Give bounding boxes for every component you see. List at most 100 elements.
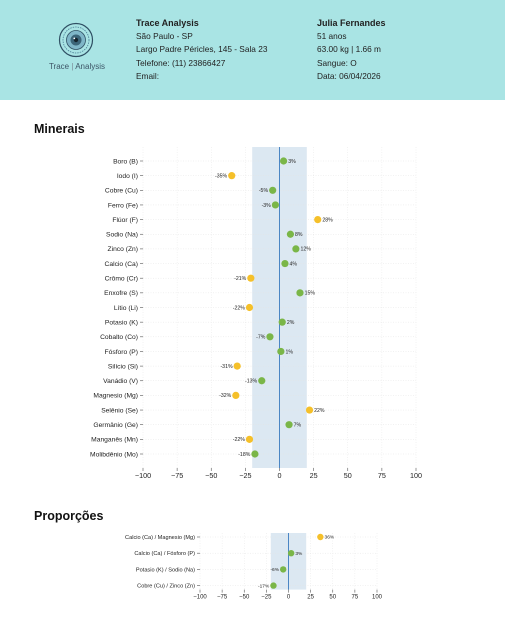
- x-tick-label: 25: [307, 595, 314, 601]
- category-label: Molibdênio (Mo): [90, 451, 138, 458]
- category-label: Enxofre (S): [104, 290, 138, 297]
- category-label: Magnesio (Mg): [93, 393, 138, 400]
- category-label: Manganês (Mn): [91, 437, 138, 444]
- report-date: Data: 06/04/2026: [317, 70, 381, 81]
- data-label: -18%: [238, 452, 250, 458]
- category-label: Iodo (I): [117, 173, 138, 180]
- x-tick-label: −25: [239, 471, 251, 480]
- data-label: 22%: [314, 408, 325, 414]
- data-point: [251, 450, 259, 458]
- data-label: -35%: [215, 173, 227, 179]
- category-label: Sodio (Na): [106, 232, 138, 239]
- x-tick-label: −100: [193, 595, 207, 601]
- logo-name: Trace: [48, 62, 70, 71]
- data-label: -6%: [270, 567, 279, 573]
- data-label: 2%: [287, 320, 295, 326]
- data-point: [271, 201, 280, 209]
- data-label: -13%: [245, 379, 257, 385]
- ratios-chart: Calcio (Ca) / Magnesio (Mg) Calcio (Ca) /…: [125, 533, 383, 601]
- lab-info: Trace Analysis São Paulo - SP Largo Padr…: [136, 17, 267, 83]
- x-tick-label: −75: [217, 595, 228, 601]
- x-tick-label: 100: [410, 471, 422, 480]
- eye-logo-icon: [58, 22, 94, 58]
- x-tick-label: 75: [378, 471, 386, 480]
- category-label: Germânio (Ge): [93, 422, 138, 429]
- category-label: Ferro (Fe): [108, 202, 138, 209]
- data-label: 7%: [294, 423, 302, 429]
- category-label: Silício (Si): [108, 363, 138, 370]
- lab-email: Email:: [136, 70, 160, 81]
- category-label: Crômo (Cr): [105, 276, 138, 283]
- data-point: [287, 550, 295, 557]
- data-label: 1%: [285, 349, 293, 355]
- x-tick-label: 50: [329, 595, 336, 601]
- category-label: Potasio (K): [105, 319, 138, 326]
- category-label: Fósforo (P): [105, 349, 138, 356]
- patient-blood: Sangue: O: [317, 57, 357, 68]
- x-tick-label: −50: [239, 595, 250, 601]
- data-point: [279, 157, 288, 165]
- category-label: Selênio (Se): [101, 407, 138, 414]
- data-label: -17%: [258, 583, 270, 589]
- patient-age: 51 anos: [317, 31, 347, 42]
- category-label: Vanádio (V): [103, 378, 138, 385]
- data-point: [317, 533, 324, 541]
- data-point: [281, 259, 289, 268]
- category-label: Zinco (Zn): [108, 246, 138, 253]
- x-tick-label: 50: [344, 471, 352, 480]
- patient-body: 63.00 kg | 1.66 m: [317, 44, 381, 55]
- x-tick-label: 100: [372, 595, 383, 601]
- data-label: 12%: [300, 247, 311, 253]
- data-point: [232, 391, 240, 399]
- data-point: [266, 333, 274, 341]
- data-point: [269, 186, 277, 194]
- data-point: [285, 421, 293, 429]
- data-label: 3%: [295, 551, 303, 557]
- logo-separator: |: [71, 62, 74, 71]
- data-label: -21%: [234, 276, 246, 282]
- data-point: [277, 347, 285, 356]
- category-label: Boro (B): [113, 158, 138, 165]
- lab-city: São Paulo - SP: [136, 31, 193, 42]
- data-label: 3%: [288, 159, 296, 165]
- category-label: Cobre (Cu) / Zinco (Zn): [137, 584, 195, 590]
- x-tick-label: −25: [261, 595, 272, 601]
- lab-phone: Telefone: (11) 23866427: [136, 57, 226, 68]
- category-label: Potasio (K) / Sodio (Na): [136, 567, 195, 573]
- report-header: Trace | Analysis Trace Analysis São Paul…: [0, 0, 505, 100]
- x-tick-label: −75: [171, 471, 183, 480]
- data-label: -5%: [259, 188, 269, 194]
- data-point: [292, 245, 300, 253]
- data-point: [278, 318, 286, 326]
- data-point: [314, 216, 322, 224]
- x-tick-label: 0: [278, 471, 282, 480]
- data-label: -31%: [220, 364, 232, 370]
- minerals-title: Minerais: [34, 122, 85, 136]
- x-tick-label: 75: [352, 595, 359, 601]
- category-label: Calcio (Ca) / Fósforo (P): [134, 551, 195, 557]
- lab-address: Largo Padre Péricles, 145 - Sala 23: [136, 44, 268, 55]
- category-label: Cobalto (Co): [100, 334, 138, 341]
- data-label: -32%: [219, 393, 231, 399]
- minerals-chart: Boro (B) Iodo (I) Cobre (Cu) Ferro (Fe) Flúo…: [90, 147, 422, 480]
- data-point: [286, 230, 295, 238]
- x-tick-label: 0: [287, 595, 291, 601]
- category-label: Calcio (Ca) / Magnesio (Mg): [125, 535, 195, 541]
- data-label: 36%: [325, 535, 335, 541]
- category-label: Lítio (Li): [114, 305, 138, 312]
- data-label: 4%: [290, 261, 298, 267]
- lab-name: Trace Analysis: [136, 18, 199, 28]
- data-point: [245, 435, 254, 443]
- data-label: 15%: [305, 291, 316, 297]
- category-label: Cobre (Cu): [105, 188, 138, 195]
- data-label: 28%: [322, 217, 333, 223]
- data-point: [247, 274, 255, 282]
- category-label: Calcio (Ca): [105, 261, 138, 268]
- data-point: [296, 289, 304, 297]
- ratios-title: Proporções: [34, 509, 104, 523]
- patient-info: Julia Fernandes 51 anos 63.00 kg | 1.66 …: [317, 17, 386, 83]
- data-label: -22%: [233, 437, 245, 443]
- data-point: [258, 377, 266, 385]
- logo-suffix: Analysis: [75, 62, 106, 71]
- data-point: [305, 406, 314, 414]
